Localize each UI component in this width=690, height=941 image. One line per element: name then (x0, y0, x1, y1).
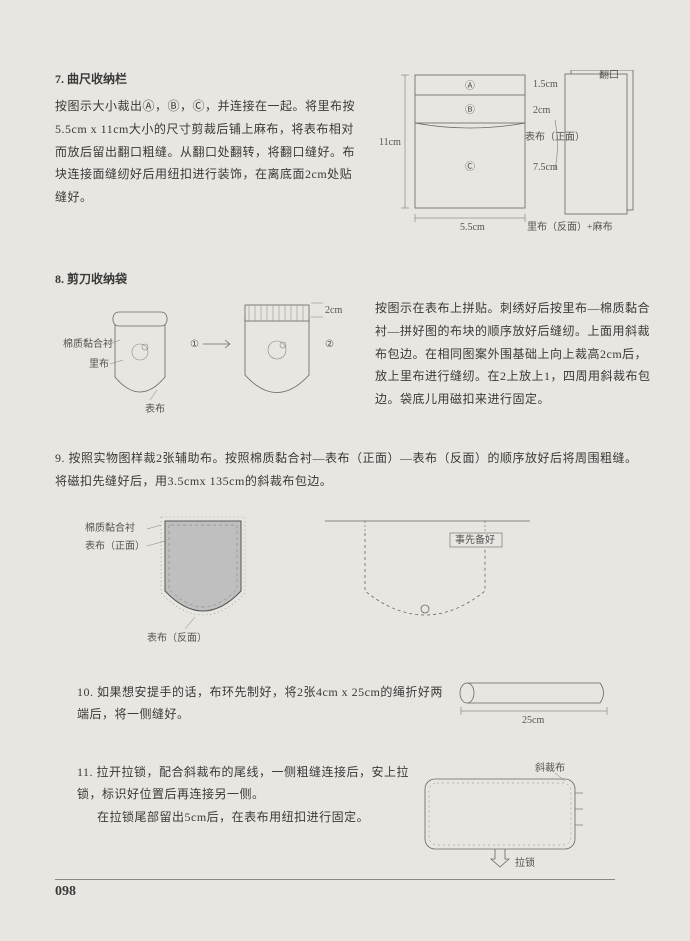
svg-text:拉锁: 拉锁 (515, 856, 535, 869)
svg-text:表布（正面）: 表布（正面） (525, 130, 585, 143)
svg-text:7.5cm: 7.5cm (533, 162, 558, 173)
s11-body2: 在拉锁尾部留出5cm后，在表布用纽扣进行固定。 (97, 806, 415, 829)
s8-body: 按图示在表布上拼贴。刺绣好后按里布—棉质黏合衬—拼好图的布块的顺序放好后缝纫。上… (375, 297, 655, 411)
svg-text:②: ② (325, 339, 334, 350)
svg-text:事先备好: 事先备好 (455, 533, 495, 546)
svg-text:2cm: 2cm (325, 305, 342, 316)
s8-diagram: 棉质黏合衬 里布 表布 ① (55, 297, 355, 417)
svg-text:棉质黏合衬: 棉质黏合衬 (85, 521, 135, 534)
section-10: 10. 如果想安提手的话，布环先制好，将2张4cm x 25cm的绳折好两端后，… (55, 681, 645, 731)
section-9: 9. 按照实物图样裁2张辅助布。按照棉质黏合衬—表布（正面）—表布（反面）的顺序… (55, 447, 645, 651)
svg-text:斜裁布: 斜裁布 (535, 761, 565, 774)
svg-text:①: ① (190, 339, 199, 350)
s11-diagram: 斜裁布 拉锁 (415, 761, 615, 871)
svg-text:1.5cm: 1.5cm (533, 79, 558, 90)
svg-text:里布（反面）+麻布: 里布（反面）+麻布 (527, 220, 613, 233)
page-number: 098 (55, 879, 615, 900)
s7-title: 7. 曲尺收纳栏 (55, 70, 355, 87)
s10-diagram: 25cm (447, 681, 627, 731)
s7-diagram: Ⓐ Ⓑ Ⓒ 1.5cm 2cm 7.5cm 11cm (355, 70, 645, 240)
svg-text:表布（反面）: 表布（反面） (147, 631, 207, 644)
svg-text:2cm: 2cm (533, 105, 550, 116)
section-8: 8. 剪刀收纳袋 棉质黏合衬 里布 表布 (55, 270, 645, 417)
s11-body1: 11. 拉开拉锁，配合斜裁布的尾线，一侧粗缝连接后，安上拉锁，标识好位置后再连接… (77, 761, 415, 807)
svg-text:5.5cm: 5.5cm (460, 222, 485, 233)
svg-text:Ⓐ: Ⓐ (465, 80, 475, 92)
svg-text:表布（正面）: 表布（正面） (85, 539, 145, 552)
s7-body: 按图示大小裁出Ⓐ，Ⓑ，Ⓒ，并连接在一起。将里布按5.5cm x 11cm大小的尺… (55, 95, 355, 209)
svg-text:Ⓑ: Ⓑ (465, 104, 475, 116)
svg-text:翻口: 翻口 (599, 70, 619, 81)
s9-body: 9. 按照实物图样裁2张辅助布。按照棉质黏合衬—表布（正面）—表布（反面）的顺序… (55, 447, 645, 493)
s10-body: 10. 如果想安提手的话，布环先制好，将2张4cm x 25cm的绳折好两端后，… (77, 681, 447, 727)
s9-diagram: 棉质黏合衬 表布（正面） 表布（反面） 事先备好 (55, 511, 645, 651)
svg-text:Ⓒ: Ⓒ (465, 161, 475, 173)
s8-title: 8. 剪刀收纳袋 (55, 270, 645, 287)
section-11: 11. 拉开拉锁，配合斜裁布的尾线，一侧粗缝连接后，安上拉锁，标识好位置后再连接… (55, 761, 645, 871)
section-7: 7. 曲尺收纳栏 按图示大小裁出Ⓐ，Ⓑ，Ⓒ，并连接在一起。将里布按5.5cm x… (55, 70, 645, 240)
svg-text:表布: 表布 (145, 402, 165, 415)
svg-text:棉质黏合衬: 棉质黏合衬 (63, 337, 113, 350)
svg-text:25cm: 25cm (522, 715, 544, 726)
svg-text:里布: 里布 (89, 358, 109, 370)
svg-text:11cm: 11cm (379, 137, 401, 148)
